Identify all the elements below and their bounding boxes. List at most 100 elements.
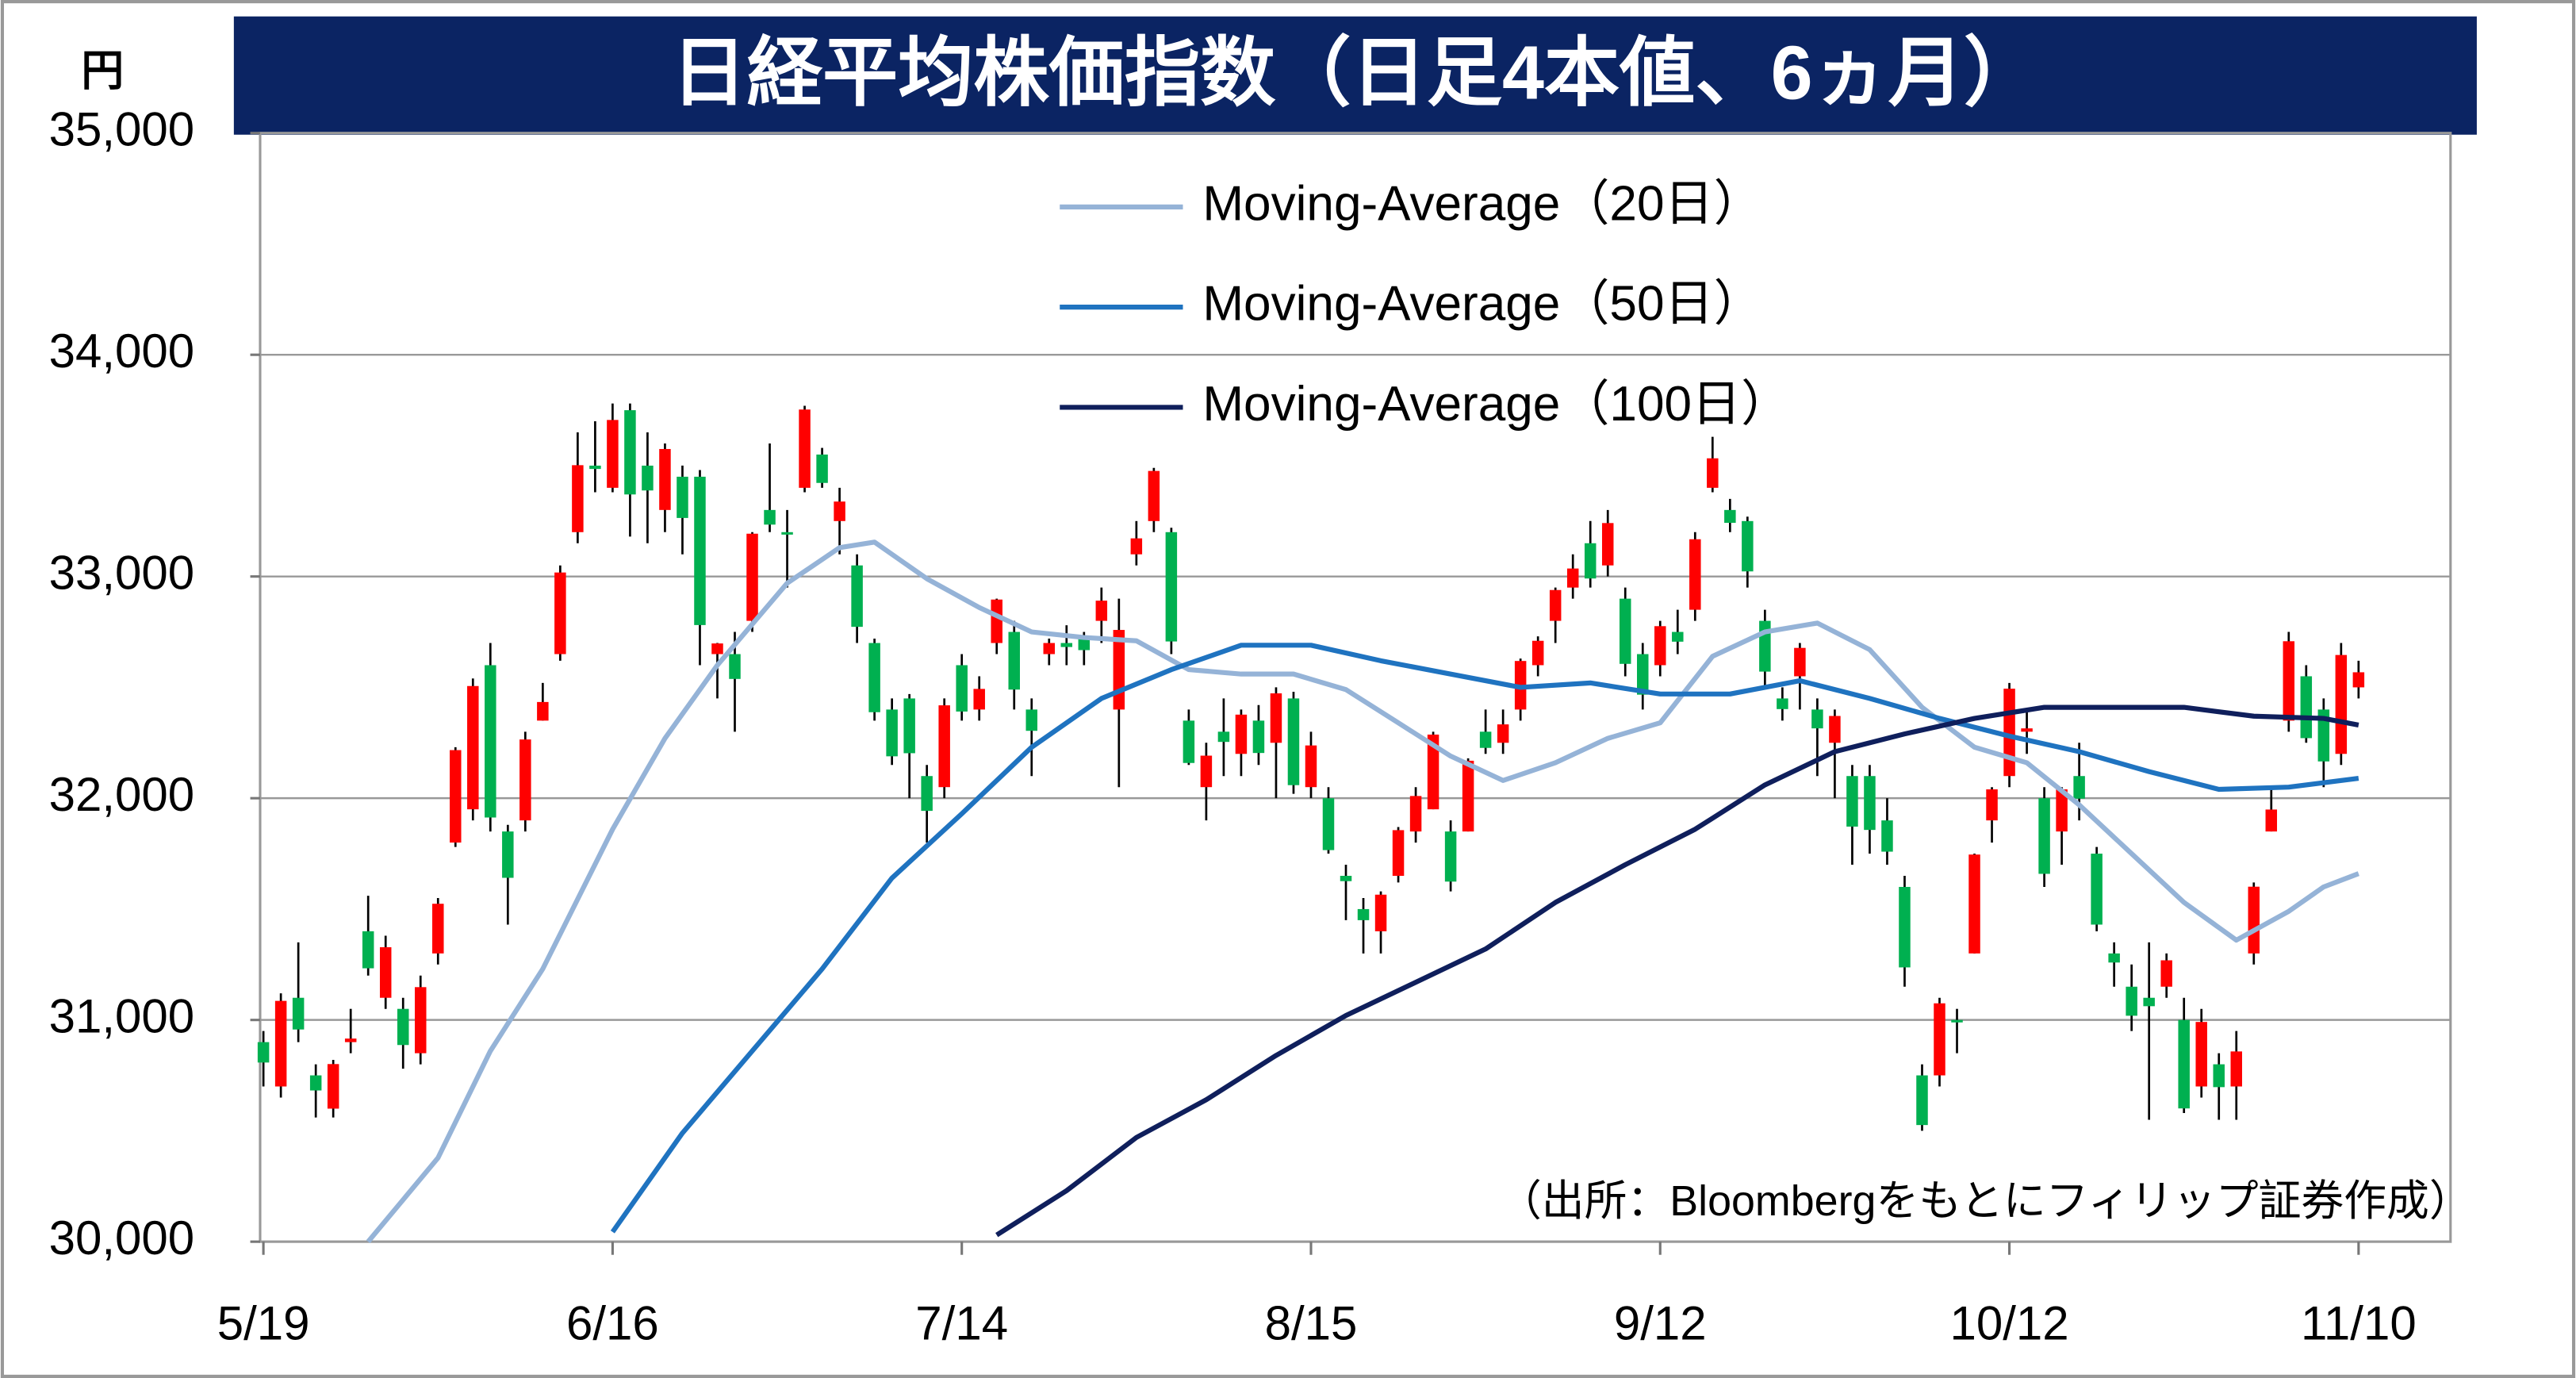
y-tick-label: 32,000 <box>49 768 195 821</box>
unit-label: 円 <box>81 47 124 94</box>
candle-body <box>274 1000 287 1087</box>
candle-body <box>1881 820 1893 852</box>
x-tick-label: 9/12 <box>1614 1297 1707 1350</box>
x-tick-label: 7/14 <box>915 1297 1008 1350</box>
candle-body <box>1934 1003 1945 1076</box>
candle-body <box>537 701 549 721</box>
candle-body <box>2230 1051 2242 1087</box>
y-tick-label: 34,000 <box>49 324 195 378</box>
candle-body <box>2195 1022 2207 1087</box>
legend-label: Moving-Average（50日） <box>1202 277 1762 332</box>
legend-label: Moving-Average（20日） <box>1202 176 1762 231</box>
candle-body <box>991 599 1002 643</box>
candle-body <box>938 705 950 788</box>
candle-body <box>292 997 305 1030</box>
candle-body <box>1217 731 1230 743</box>
candle-body <box>1130 538 1143 555</box>
candle-body <box>554 572 566 654</box>
legend-label: Moving-Average（100日） <box>1202 377 1790 432</box>
candle-body <box>1724 509 1736 524</box>
candle-body <box>2143 997 2155 1007</box>
candle-body <box>2300 676 2313 739</box>
y-tick-label: 33,000 <box>49 547 195 600</box>
candle-body <box>1392 830 1405 876</box>
candle-body <box>1427 734 1439 810</box>
candle-body <box>729 654 741 679</box>
candle-body <box>746 533 758 621</box>
candle-body <box>2283 641 2295 721</box>
candle-body <box>1794 647 1806 677</box>
candle-body <box>1357 908 1370 920</box>
candle-body <box>1584 543 1597 579</box>
candle-body <box>764 509 776 525</box>
candle-body <box>1759 620 1771 672</box>
x-tick-label: 8/15 <box>1265 1297 1358 1350</box>
x-tick-label: 6/16 <box>566 1297 659 1350</box>
candle-body <box>1322 798 1335 850</box>
source-note: （出所：Bloombergをもとにフィリップ証券作成） <box>1499 1177 2472 1225</box>
candle-body <box>1200 755 1213 788</box>
candle-body <box>572 465 584 532</box>
candle-body <box>415 987 427 1054</box>
candle-body <box>1566 568 1579 588</box>
candle-body <box>2335 654 2348 754</box>
candle-body <box>2108 953 2120 963</box>
candle-body <box>1672 631 1684 642</box>
candle-body <box>711 643 723 654</box>
moving-average-line <box>366 539 2359 1244</box>
candle-body <box>1968 854 1980 954</box>
candle-body <box>799 409 811 488</box>
candle-body <box>1095 601 1108 621</box>
candle-body <box>1531 640 1544 666</box>
candle-body <box>1008 631 1020 690</box>
candle-body <box>781 532 793 535</box>
candle-body <box>2352 672 2365 688</box>
candle-body <box>886 709 898 757</box>
candle-body <box>2073 776 2085 799</box>
candle-body <box>1619 598 1631 664</box>
candle-body <box>624 410 636 495</box>
x-tick-label: 5/19 <box>217 1297 310 1350</box>
candle-body <box>467 685 479 810</box>
candle-body <box>1654 626 1666 666</box>
candle-body <box>1497 724 1509 743</box>
moving-average-line <box>610 643 2359 1234</box>
candle-body <box>1951 1019 1963 1023</box>
candle-body <box>2038 798 2050 874</box>
candle-body <box>1462 760 1474 832</box>
candle-body <box>450 750 462 843</box>
candle-body <box>868 643 880 712</box>
candle-body <box>921 776 933 812</box>
title-band <box>233 16 2477 135</box>
x-tick-label: 11/10 <box>2301 1297 2417 1350</box>
candle-body <box>1374 894 1387 931</box>
candle-body <box>1986 789 1998 821</box>
candle-body <box>2317 709 2330 762</box>
candle-body <box>659 448 671 510</box>
candle-body <box>397 1008 409 1046</box>
candle-body <box>309 1075 322 1091</box>
plot-frame <box>259 132 2452 1243</box>
candle-body <box>327 1064 339 1109</box>
candle-body <box>2178 1019 2190 1109</box>
candle-body <box>2003 689 2015 777</box>
candle-body <box>1549 589 1562 621</box>
candle-body <box>903 698 915 754</box>
candle-body <box>344 1038 357 1042</box>
candle-body <box>1165 532 1178 642</box>
candle-body <box>1829 716 1841 743</box>
candle-body <box>1601 523 1614 566</box>
candle-body <box>956 665 968 712</box>
candle-body <box>1148 470 1160 521</box>
candle-body <box>1409 796 1422 832</box>
candle-body <box>1025 709 1037 731</box>
candle-body <box>519 739 531 821</box>
candle-body <box>1235 714 1248 754</box>
candle-body <box>1183 720 1195 763</box>
candle-body <box>694 476 706 625</box>
candle-body <box>1689 539 1701 610</box>
candle-body <box>362 931 374 969</box>
chart-title: 日経平均株価指数（日足4本値、6ヵ月） <box>672 32 2040 116</box>
candle-body <box>851 565 863 628</box>
